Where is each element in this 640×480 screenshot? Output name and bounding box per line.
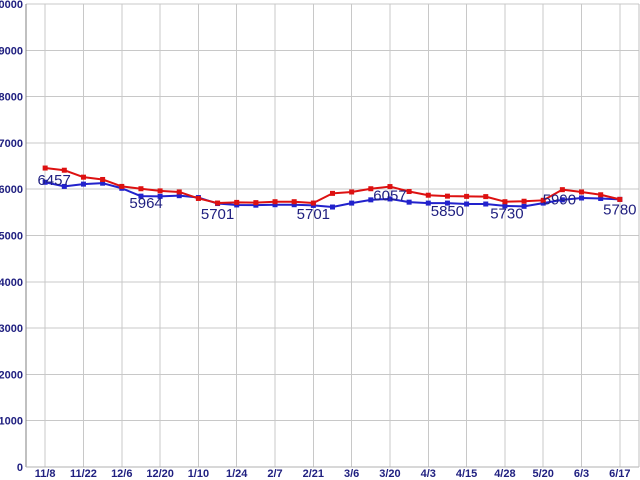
- red-series-marker: [598, 192, 604, 198]
- red-series-marker: [176, 189, 182, 195]
- x-axis-tick-label: 11/22: [70, 468, 97, 480]
- red-series-marker: [368, 186, 374, 192]
- red-series-marker: [291, 199, 297, 205]
- red-series-marker: [157, 188, 163, 194]
- red-series-marker: [61, 167, 67, 173]
- red-series-marker: [406, 189, 412, 195]
- y-axis-tick-label: 2000: [0, 369, 23, 381]
- x-axis-tick-label: 6/3: [574, 468, 589, 480]
- red-series-marker: [80, 174, 86, 180]
- blue-series-marker: [406, 199, 412, 205]
- blue-series-marker: [464, 201, 470, 207]
- y-axis-tick-label: 10000: [0, 0, 23, 11]
- y-axis-tick-label: 9000: [0, 45, 23, 57]
- red-series-marker: [215, 200, 221, 206]
- y-axis-tick-label: 0: [17, 462, 23, 474]
- x-axis-tick-label: 6/17: [609, 468, 630, 480]
- point-value-label: 5964: [129, 195, 162, 212]
- blue-series-marker: [425, 200, 431, 206]
- x-axis-tick-label: 1/10: [188, 468, 209, 480]
- blue-series-marker: [157, 193, 163, 199]
- y-axis-tick-label: 4000: [0, 277, 23, 289]
- blue-series-marker: [349, 200, 355, 206]
- x-axis-tick-label: 4/3: [421, 468, 436, 480]
- red-series-marker: [521, 198, 527, 204]
- red-series-marker: [387, 184, 393, 190]
- red-series-marker: [234, 199, 240, 205]
- blue-series-marker: [540, 200, 546, 206]
- point-value-label: 5701: [297, 206, 330, 223]
- blue-series-marker: [598, 195, 604, 201]
- blue-series-marker: [253, 202, 259, 208]
- blue-series-marker: [272, 202, 278, 208]
- point-value-label: 5780: [603, 201, 636, 218]
- blue-series-marker: [483, 201, 489, 207]
- red-series-marker: [119, 183, 125, 189]
- x-axis-tick-label: 5/20: [533, 468, 554, 480]
- red-series-marker: [579, 189, 585, 195]
- y-axis-tick-label: 1000: [0, 416, 23, 428]
- red-series-marker: [559, 187, 565, 193]
- red-series-marker: [349, 189, 355, 195]
- y-axis-tick-label: 5000: [0, 231, 23, 243]
- red-series-marker: [138, 186, 144, 192]
- x-axis-tick-label: 12/20: [146, 468, 174, 480]
- x-axis-tick-label: 3/20: [379, 468, 400, 480]
- blue-series-marker: [387, 196, 393, 202]
- y-axis-tick-label: 6000: [0, 184, 23, 196]
- blue-series-marker: [42, 179, 48, 185]
- red-series-marker: [330, 190, 335, 196]
- x-axis-tick-label: 2/7: [267, 468, 282, 480]
- red-series-marker: [272, 199, 278, 205]
- blue-series-marker: [521, 203, 527, 209]
- blue-series-marker: [138, 193, 144, 199]
- blue-series-marker: [368, 197, 374, 203]
- blue-series-marker: [291, 202, 297, 208]
- blue-series-marker: [330, 204, 335, 210]
- point-value-label: 5701: [201, 206, 234, 223]
- blue-series-marker: [61, 183, 67, 189]
- y-axis-tick-label: 8000: [0, 92, 23, 104]
- red-series-marker: [425, 192, 431, 198]
- blue-series-marker: [176, 193, 182, 199]
- x-axis-tick-label: 4/15: [456, 468, 477, 480]
- red-series-marker: [502, 199, 508, 205]
- red-series-marker: [540, 197, 546, 203]
- red-series-marker: [617, 196, 623, 202]
- y-axis-tick-label: 3000: [0, 323, 23, 335]
- red-series-marker: [464, 193, 470, 199]
- blue-series-marker: [502, 203, 508, 209]
- point-value-label: 5990: [543, 192, 576, 209]
- x-axis-tick-label: 2/21: [303, 468, 324, 480]
- blue-series-marker: [234, 202, 240, 208]
- x-axis-tick-label: 3/6: [344, 468, 359, 480]
- point-value-label: 6057: [373, 188, 406, 205]
- red-series-marker: [253, 200, 259, 206]
- x-axis-tick-label: 1/24: [226, 468, 248, 480]
- red-series-marker: [100, 176, 106, 182]
- point-value-label: 5850: [431, 203, 464, 220]
- blue-series-marker: [579, 195, 585, 201]
- point-value-label: 6457: [37, 172, 70, 189]
- blue-series-marker: [444, 200, 450, 206]
- blue-series-marker: [80, 181, 86, 187]
- red-series-marker: [444, 193, 450, 199]
- x-axis-tick-label: 12/6: [111, 468, 132, 480]
- red-series-marker: [42, 165, 48, 171]
- blue-series-marker: [100, 180, 106, 186]
- x-axis-tick-label: 11/8: [35, 468, 56, 480]
- red-series-marker: [310, 200, 316, 206]
- red-series-marker: [483, 194, 489, 200]
- point-value-label: 5730: [490, 206, 523, 223]
- red-series-marker: [195, 195, 201, 201]
- blue-series-marker: [559, 197, 565, 203]
- y-axis-tick-label: 7000: [0, 138, 23, 150]
- x-axis-tick-label: 4/28: [494, 468, 515, 480]
